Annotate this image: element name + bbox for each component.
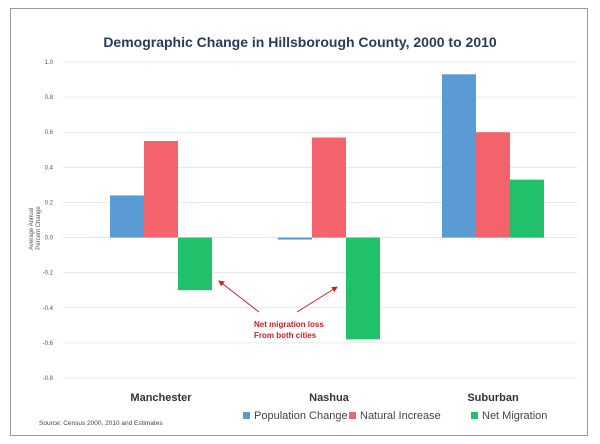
annotation-text-line-1: Net migration loss [254,320,324,329]
bar-population-change-nashua [278,237,312,240]
legend-swatch-population-change [243,412,250,419]
bars [110,74,544,340]
legend-swatch-natural-increase [349,412,356,419]
category-labels: Manchester Nashua Suburban [130,392,519,404]
legend-label-natural-increase: Natural Increase [360,410,441,422]
y-axis-label-line-2: Percent Change [36,206,42,250]
y-tick-label: -0.8 [43,376,54,382]
y-axis-label: Average Annual Percent Change [29,206,42,250]
y-tick-labels: 1.0 0.8 0.6 0.4 0.2 0.0 -0.2 -0.4 -0.6 -0.8 [43,60,54,382]
bar-natural-increase-suburban [476,132,510,238]
legend-swatch-net-migration [471,412,478,419]
y-tick-label: 0.8 [45,95,54,101]
bar-population-change-suburban [442,74,476,238]
annotation: Net migration loss From both cities [218,280,338,340]
bar-natural-increase-manchester [144,141,178,238]
legend: Population Change Natural Increase Net Mig… [243,410,547,422]
annotation-arrow-nashua [296,286,338,313]
bar-net-migration-suburban [510,179,544,238]
source-note: Source: Census 2000, 2010 and Estimates [39,420,163,427]
y-tick-label: 0.6 [45,130,54,136]
y-tick-label: -0.6 [43,341,54,347]
svg-text:Average Annual Percent: Average Annual Percent Change [29,206,42,250]
y-tick-label: -0.4 [43,306,54,312]
chart-title: Demographic Change in Hillsborough Count… [103,34,497,50]
legend-label-population-change: Population Change [254,410,348,422]
annotation-arrow-manchester [218,280,260,313]
y-tick-label: 0.4 [45,165,54,171]
category-label-manchester: Manchester [130,392,192,404]
y-tick-label: 0.0 [45,236,54,242]
annotation-text-line-2: From both cities [254,331,317,340]
category-label-nashua: Nashua [309,392,350,404]
bar-chart: Demographic Change in Hillsborough Count… [29,34,577,427]
y-tick-label: 0.2 [45,200,54,206]
bar-population-change-manchester [110,195,144,238]
legend-label-net-migration: Net Migration [482,410,547,422]
bar-natural-increase-nashua [312,137,346,238]
y-axis-label-line-1: Average Annual [29,208,35,250]
chart-frame: Demographic Change in Hillsborough Count… [10,8,588,436]
bar-net-migration-manchester [178,237,212,291]
y-tick-label: 1.0 [45,60,54,66]
bar-net-migration-nashua [346,237,380,340]
category-label-suburban: Suburban [467,392,519,404]
y-tick-label: -0.2 [43,271,54,277]
